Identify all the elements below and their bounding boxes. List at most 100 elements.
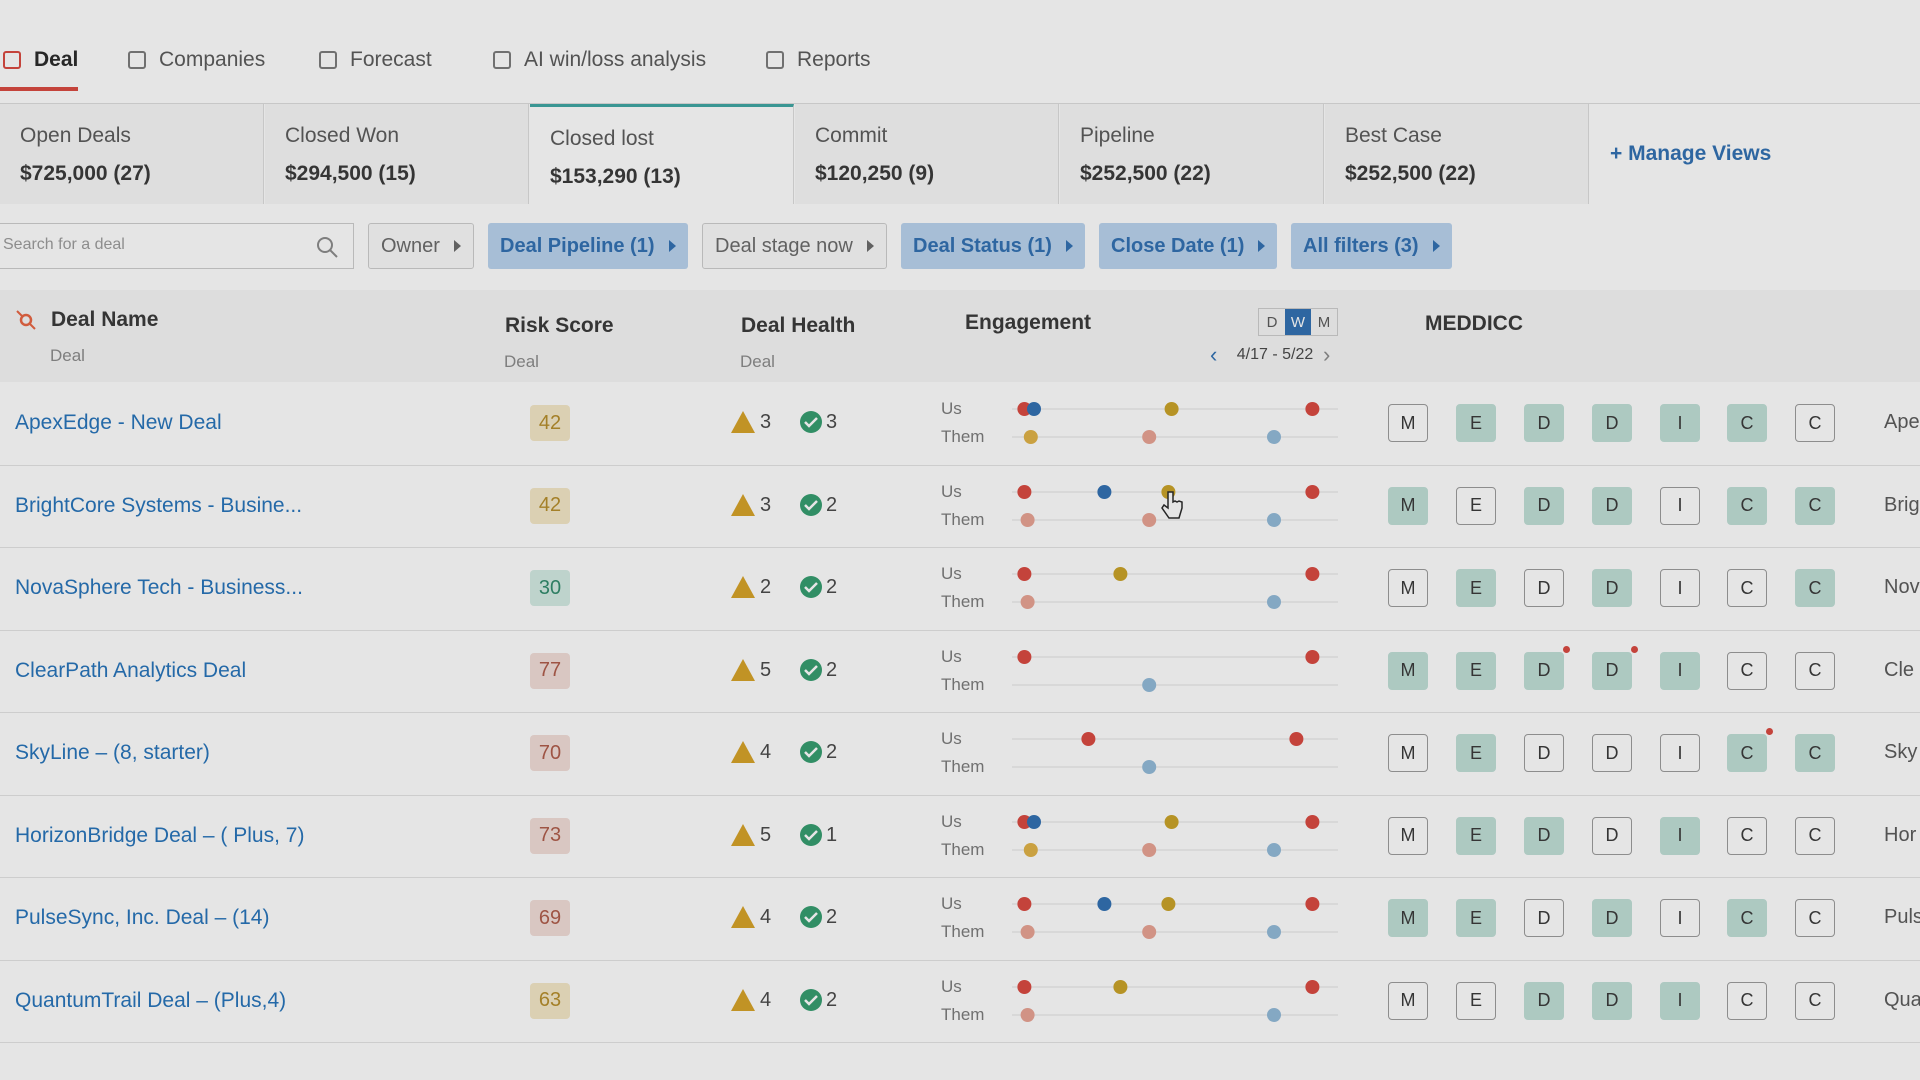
meddicc-cell[interactable]: C [1727,728,1773,773]
col-deal-name[interactable]: Deal Name [51,308,159,331]
meddicc-cell[interactable]: M [1388,816,1428,855]
meddicc-cell[interactable]: M [1388,569,1428,608]
deal-name-link[interactable]: SkyLine – (8, starter) [15,741,210,765]
meddicc-cell[interactable]: D [1592,404,1632,443]
meddicc-cell[interactable]: M [1388,899,1428,938]
meddicc-cell[interactable]: I [1660,981,1700,1020]
tab-label: Companies [159,48,266,71]
engagement-timeline [1012,649,1338,692]
meddicc-cell[interactable]: M [1388,404,1428,443]
tab[interactable]: Reports [763,48,871,72]
meddicc-cell[interactable]: E [1456,899,1496,938]
meddicc-cell[interactable]: D [1524,981,1564,1020]
deal-name-link[interactable]: BrightCore Systems - Busine... [15,493,303,517]
deal-name-link[interactable]: NovaSphere Tech - Business... [15,576,303,600]
meddicc-cell[interactable]: D [1592,645,1638,690]
deal-name-link[interactable]: PulseSync, Inc. Deal – (14) [15,906,270,930]
meddicc-cell[interactable]: C [1727,981,1767,1020]
meddicc-cell[interactable]: D [1592,734,1632,773]
meddicc-cell[interactable]: C [1795,816,1835,855]
next-period[interactable]: › [1323,342,1331,367]
view-card[interactable]: Pipeline $252,500 (22) [1060,104,1324,204]
meddicc-cell[interactable]: C [1795,899,1835,938]
row-divider [0,959,1920,961]
meddicc-cell[interactable]: M [1388,734,1428,773]
account-name: Nov [1884,576,1920,599]
filter-button[interactable]: Close Date (1) [1099,223,1278,269]
col-risk-score[interactable]: Risk Score [505,314,614,337]
tab-icon [493,51,511,69]
period-button[interactable]: M [1317,313,1331,331]
deal-name-link[interactable]: ClearPath Analytics Deal [15,658,247,682]
deal-name-link[interactable]: QuantumTrail Deal – (Plus,4) [15,988,287,1012]
meddicc-cell[interactable]: C [1795,569,1835,608]
meddicc-cell[interactable]: E [1456,486,1496,525]
tab[interactable]: AI win/loss analysis [490,48,706,72]
view-card[interactable]: Open Deals $725,000 (27) [0,104,264,204]
filter-button[interactable]: All filters (3) [1291,223,1452,269]
meddicc-cell[interactable]: D [1524,816,1564,855]
deal-name-link[interactable]: ApexEdge - New Deal [15,411,222,435]
meddicc-cell[interactable]: D [1592,899,1632,938]
meddicc-cell[interactable]: D [1592,981,1632,1020]
view-card[interactable]: Closed Won $294,500 (15) [265,104,529,204]
filter-button[interactable]: Owner [368,223,474,269]
meddicc-cell[interactable]: D [1592,816,1632,855]
meddicc-cell[interactable]: C [1795,651,1835,690]
view-value: $252,500 (22) [1345,162,1476,185]
meddicc-cell[interactable]: C [1795,734,1835,773]
meddicc-cell[interactable]: C [1727,404,1767,443]
meddicc-cell[interactable]: C [1795,981,1835,1020]
tab[interactable]: Deal [0,48,78,72]
meddicc-cell[interactable]: E [1456,651,1496,690]
meddicc-cell[interactable]: D [1524,404,1564,443]
meddicc-cell[interactable]: C [1727,816,1767,855]
meddicc-cell[interactable]: C [1795,486,1835,525]
tab[interactable]: Forecast [316,48,432,72]
meddicc-cell[interactable]: C [1795,404,1835,443]
meddicc-cell[interactable]: D [1524,899,1564,938]
view-card[interactable]: Best Case $252,500 (22) [1325,104,1589,204]
meddicc-cell[interactable]: I [1660,651,1700,690]
filter-button[interactable]: Deal stage now [702,223,887,269]
prev-period[interactable]: ‹ [1210,342,1218,367]
meddicc-cell[interactable]: D [1524,734,1564,773]
search-box[interactable]: Search for a deal [0,223,354,269]
meddicc-cell[interactable]: D [1592,486,1632,525]
col-engagement[interactable]: Engagement [965,311,1092,334]
meddicc-cell[interactable]: C [1727,899,1767,938]
view-card[interactable]: Commit $120,250 (9) [795,104,1059,204]
col-deal-health[interactable]: Deal Health [741,314,856,337]
deal-name-link[interactable]: HorizonBridge Deal – ( Plus, 7) [15,823,305,847]
meddicc-cell[interactable]: C [1727,651,1767,690]
meddicc-cell[interactable]: E [1456,816,1496,855]
meddicc-cell[interactable]: M [1388,981,1428,1020]
filter-button[interactable]: Deal Pipeline (1) [488,223,688,269]
meddicc-cell[interactable]: C [1727,486,1767,525]
meddicc-cell[interactable]: E [1456,734,1496,773]
meddicc-cell[interactable]: I [1660,404,1700,443]
meddicc-cell[interactable]: I [1660,816,1700,855]
meddicc-cell[interactable]: C [1727,569,1767,608]
filter-button[interactable]: Deal Status (1) [901,223,1085,269]
meddicc-cell[interactable]: E [1456,569,1496,608]
meddicc-cell[interactable]: D [1524,645,1570,690]
meddicc-cell[interactable]: I [1660,486,1700,525]
meddicc-cell[interactable]: I [1660,569,1700,608]
manage-views[interactable]: + Manage Views [1610,142,1772,165]
period-button[interactable]: W [1285,309,1311,335]
period-button[interactable]: D [1266,313,1278,331]
tab[interactable]: Companies [125,48,265,72]
meddicc-cell[interactable]: M [1388,486,1428,525]
view-card[interactable]: Closed lost $153,290 (13) [530,104,794,204]
meddicc-cell[interactable]: I [1660,734,1700,773]
meddicc-cell[interactable]: M [1388,651,1428,690]
meddicc-cell[interactable]: I [1660,899,1700,938]
meddicc-cell[interactable]: D [1524,486,1564,525]
view-value: $294,500 (15) [285,162,416,185]
col-meddicc[interactable]: MEDDICC [1425,312,1523,335]
meddicc-cell[interactable]: D [1592,569,1632,608]
meddicc-cell[interactable]: D [1524,569,1564,608]
meddicc-cell[interactable]: E [1456,404,1496,443]
meddicc-cell[interactable]: E [1456,981,1496,1020]
